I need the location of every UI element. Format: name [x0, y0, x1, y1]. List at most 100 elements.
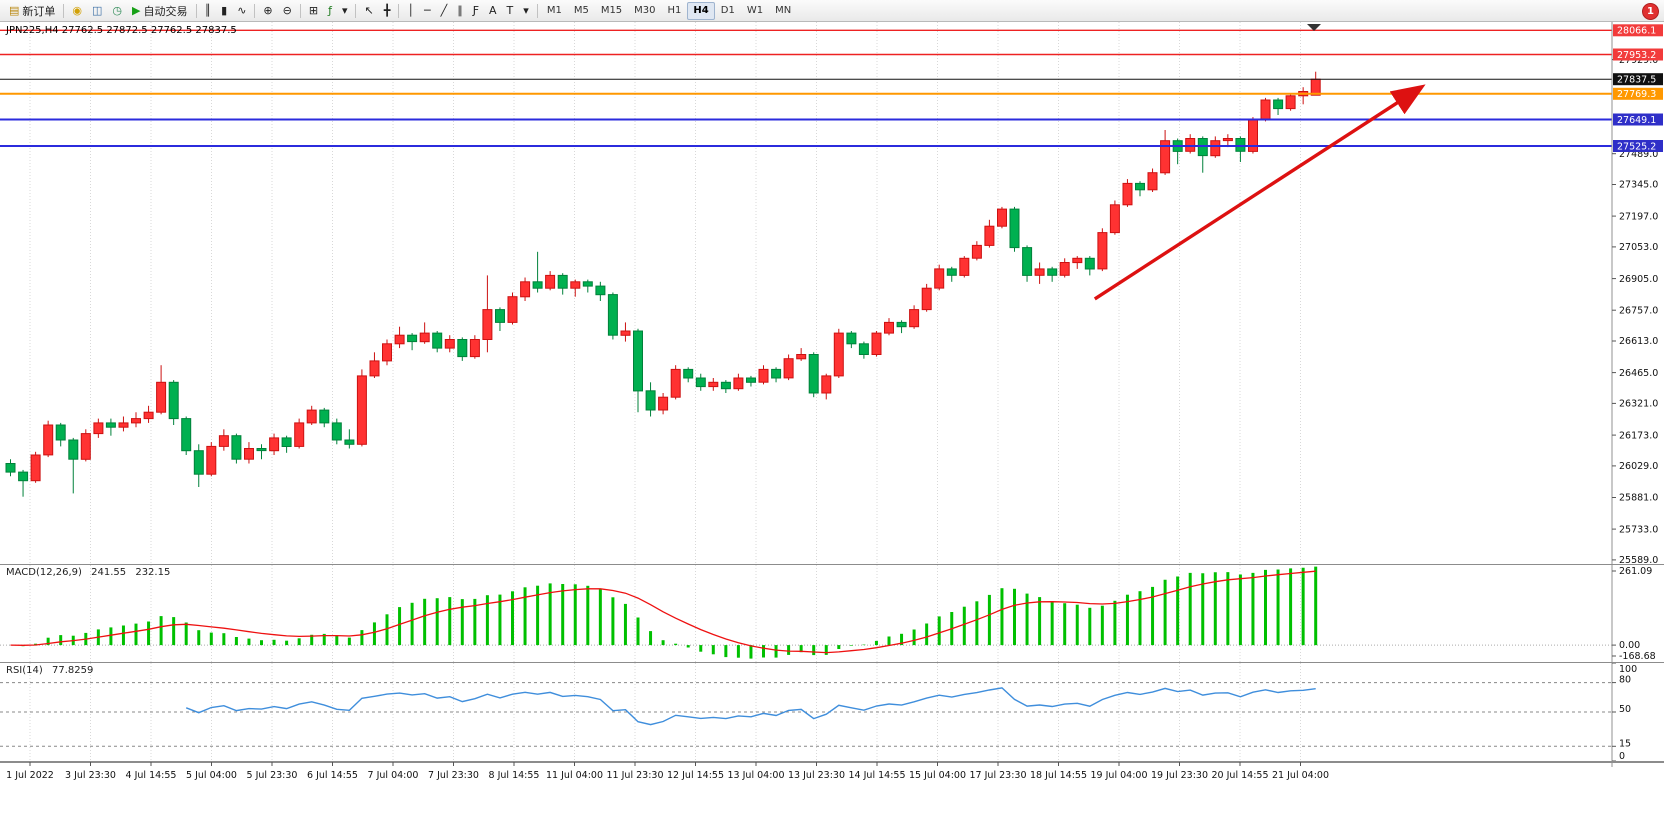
candle-body [319, 409, 330, 424]
indicators-icon: ƒ [328, 4, 332, 17]
candle-body [18, 471, 29, 482]
rsi-pane[interactable]: 100 80 50 15 0 RSI(14) 77.8259 [0, 663, 1664, 761]
timeframe-button-d1[interactable]: D1 [720, 5, 735, 16]
notifications-badge[interactable]: 1 [1642, 3, 1659, 20]
candle [582, 279, 593, 293]
timeframe-button-w1[interactable]: W1 [746, 5, 764, 16]
pane-separator[interactable] [0, 761, 1664, 762]
chart-shift-marker[interactable] [1307, 24, 1321, 31]
candle [68, 437, 79, 494]
timeframe-button-h1[interactable]: H1 [667, 5, 682, 16]
candle-body [720, 381, 731, 390]
candle [18, 469, 29, 497]
candle-body [1097, 232, 1108, 270]
autotrading-button[interactable]: ▶ 自动交易 [127, 1, 192, 21]
candle-body [896, 321, 907, 328]
timeframe-button-h4[interactable]: H4 [687, 1, 715, 20]
candle-body [921, 287, 932, 311]
price-tick-label: 26029.0 [1619, 461, 1658, 472]
candle-body [407, 334, 418, 343]
indicators-dropdown-button[interactable]: ▾ [337, 1, 353, 21]
horizontal-line-button[interactable]: ─ [419, 1, 436, 21]
candle-body [783, 358, 794, 379]
crosshair-button[interactable]: ╋ [379, 1, 396, 21]
timeframe-button-m30[interactable]: M30 [634, 5, 656, 16]
zoom-out-icon: ⊖ [282, 4, 292, 17]
candle-body [871, 332, 882, 356]
alerts-button[interactable]: ◉ [67, 1, 87, 21]
trend-arrow-annotation[interactable] [1093, 84, 1426, 301]
main-chart-canvas[interactable]: 27929.027489.027345.027197.027053.026905… [0, 22, 1664, 564]
arrows-list-button[interactable]: ▾ [518, 1, 534, 21]
chevron-down-icon: ▾ [523, 4, 529, 17]
timeframe-button-mn[interactable]: MN [775, 5, 792, 16]
macd-canvas[interactable]: 261.09 0.00-168.68 [0, 565, 1664, 662]
timeframe-button-m5[interactable]: M5 [573, 5, 589, 16]
candle-body [582, 281, 593, 287]
main-chart-pane[interactable]: 27929.027489.027345.027197.027053.026905… [0, 22, 1664, 564]
tile-windows-button[interactable]: ⊞ [304, 1, 323, 21]
megaphone-icon: ◉ [72, 4, 83, 17]
macd-signal-line [10, 570, 1316, 654]
price-tick-label: 26321.0 [1619, 399, 1658, 410]
price-level-badge [1613, 48, 1663, 61]
candle-body [1197, 138, 1208, 157]
macd-label: MACD(12,26,9) 241.55 232.15 [6, 567, 170, 578]
play-icon: ▶ [132, 4, 141, 17]
candle-body [419, 332, 430, 343]
trendline-button[interactable]: ╱ [436, 1, 453, 21]
cursor-button[interactable]: ↖ [359, 1, 378, 21]
candle-body [244, 448, 254, 460]
time-tick-label: 19 Jul 04:00 [1091, 770, 1148, 781]
candle [281, 435, 292, 453]
macd-pane[interactable]: 261.09 0.00 -168.68 MACD(12,26,9) 241.55 2… [0, 565, 1664, 662]
candle-body [143, 411, 154, 420]
rsi-scale-label: 15 [1619, 738, 1631, 749]
candle [670, 365, 681, 400]
time-tick-label: 7 Jul 04:00 [368, 770, 419, 781]
price-level-badge-value: 28066.1 [1617, 26, 1656, 37]
candlestick-chart-button[interactable]: ▮ [216, 1, 232, 21]
text-label-button[interactable]: T [502, 1, 519, 21]
price-tick-label: 26465.0 [1619, 368, 1658, 379]
vertical-line-button[interactable]: │ [402, 1, 419, 21]
autotrading-button-label: 自动交易 [143, 4, 188, 18]
candle [1197, 136, 1208, 173]
indicators-button[interactable]: ƒ [323, 1, 337, 21]
pane-separator[interactable] [0, 564, 1664, 565]
line-chart-button[interactable]: ∿ [232, 1, 251, 21]
candle-body [670, 368, 681, 398]
candle-body [344, 439, 355, 445]
new-chart-button[interactable]: ◫ [87, 1, 107, 21]
market-watch-button[interactable]: ◷ [107, 1, 127, 21]
price-tick-label: 26613.0 [1619, 336, 1658, 347]
trendline-icon: ╱ [440, 4, 448, 17]
zoom-in-button[interactable]: ⊕ [258, 1, 277, 21]
time-tick-label: 8 Jul 14:55 [489, 770, 540, 781]
text-button[interactable]: A [484, 1, 502, 21]
candle-body [482, 309, 493, 341]
rsi-scale-label: 0 [1619, 751, 1625, 761]
candle-body [93, 422, 104, 435]
time-tick-label: 14 Jul 14:55 [849, 770, 906, 781]
text-icon: A [489, 4, 497, 17]
candle-body [382, 343, 392, 362]
price-tick-label: 27197.0 [1619, 211, 1658, 222]
price-level-badge [1613, 87, 1663, 100]
timeframe-button-m15[interactable]: M15 [600, 5, 623, 16]
candle-body [1034, 268, 1045, 276]
bar-chart-button[interactable]: ║ [200, 1, 217, 21]
zoom-out-button[interactable]: ⊖ [278, 1, 297, 21]
new-order-button[interactable]: ▤ 新订单 [4, 1, 60, 21]
candle [294, 418, 305, 449]
rsi-name: RSI(14) [6, 665, 43, 676]
candle-body [545, 274, 556, 289]
channel-button[interactable]: ∥ [452, 1, 468, 21]
time-tick-label: 7 Jul 23:30 [428, 770, 479, 781]
timeframe-button-m1[interactable]: M1 [546, 5, 562, 16]
fibonacci-button[interactable]: Ƒ [468, 1, 484, 21]
time-axis[interactable]: 1 Jul 2022 3 Jul 23:30 4 Jul 14:55 5 Jul 04… [0, 762, 1664, 787]
candle [168, 380, 179, 425]
pane-separator[interactable] [0, 662, 1664, 663]
